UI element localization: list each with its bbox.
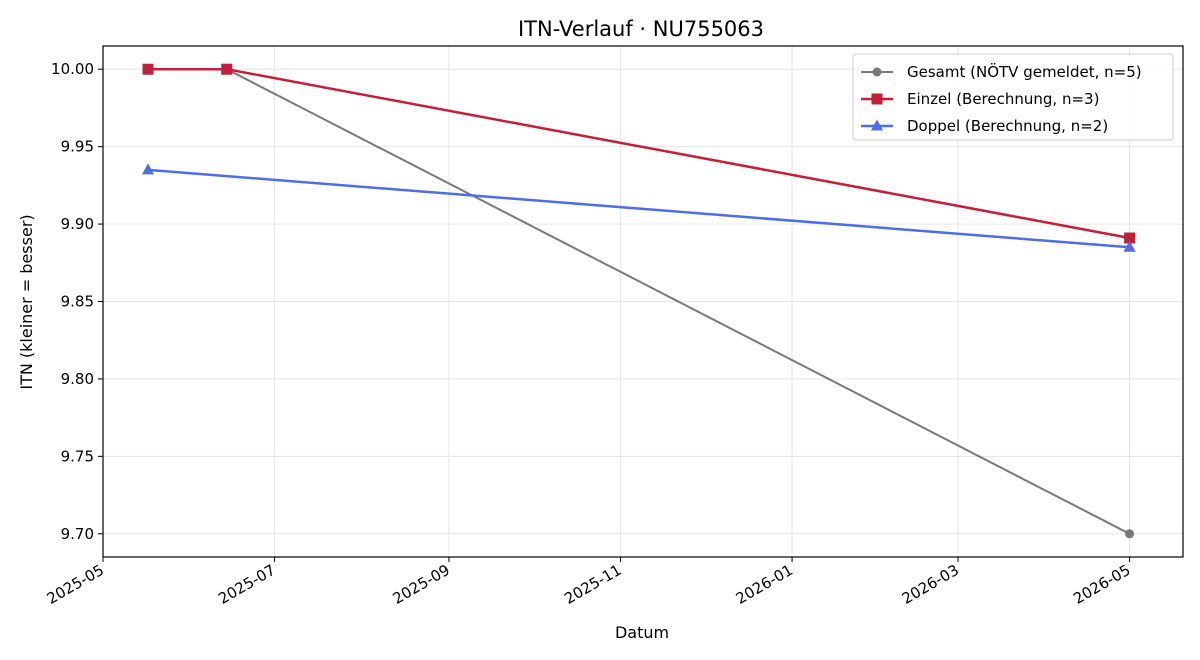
y-tick-label: 9.75 — [61, 447, 94, 465]
x-axis-label: Datum — [615, 623, 669, 642]
data-point-square — [221, 63, 233, 75]
plot-series — [142, 63, 1136, 539]
legend-marker-square — [871, 93, 883, 105]
legend-item — [861, 119, 893, 131]
data-point-square — [142, 63, 154, 75]
data-point-triangle — [142, 163, 154, 175]
y-tick-label: 10.00 — [51, 60, 94, 78]
legend-item — [861, 93, 893, 105]
y-tick-label: 9.90 — [61, 215, 94, 233]
legend-marker-circle — [872, 67, 882, 77]
x-tick-label: 2025-05 — [44, 561, 107, 608]
legend-label: Doppel (Berechnung, n=2) — [907, 117, 1108, 135]
legend-frame — [852, 53, 1174, 141]
y-axis-label: ITN (kleiner = besser) — [17, 214, 36, 389]
y-tick-label: 9.80 — [61, 370, 94, 388]
x-tick-label: 2026-01 — [733, 561, 796, 608]
x-tick-label: 2025-09 — [390, 561, 453, 608]
y-tick-label: 9.70 — [61, 525, 94, 543]
data-point-circle — [1125, 529, 1135, 539]
legend-marker-triangle — [871, 119, 883, 131]
series-line — [147, 168, 1130, 249]
data-point-triangle — [1123, 240, 1136, 252]
chart-title: ITN-Verlauf · NU755063 — [518, 17, 764, 41]
data-point-square — [1124, 232, 1136, 244]
x-tick-label: 2026-05 — [1070, 561, 1133, 608]
legend-label: Gesamt (NÖTV gemeldet, n=5) — [907, 62, 1142, 81]
x-tick-label: 2025-07 — [215, 561, 278, 608]
legend-label: Einzel (Berechnung, n=3) — [907, 90, 1099, 108]
legend: Gesamt (NÖTV gemeldet, n=5) Einzel (Berec… — [852, 53, 1174, 141]
legend-item — [861, 67, 893, 77]
y-tick-label: 9.95 — [61, 138, 94, 156]
y-tick-label: 9.85 — [61, 293, 94, 311]
x-tick-label: 2025-11 — [561, 561, 624, 608]
x-tick-label: 2026-03 — [899, 561, 962, 608]
series-line — [226, 68, 1131, 535]
axis-ticks: 2025-05 2025-07 2025-09 2025-11 2026-01 2026-… — [44, 60, 1134, 608]
series-triangle — [142, 163, 1136, 252]
series-square — [142, 63, 1136, 244]
